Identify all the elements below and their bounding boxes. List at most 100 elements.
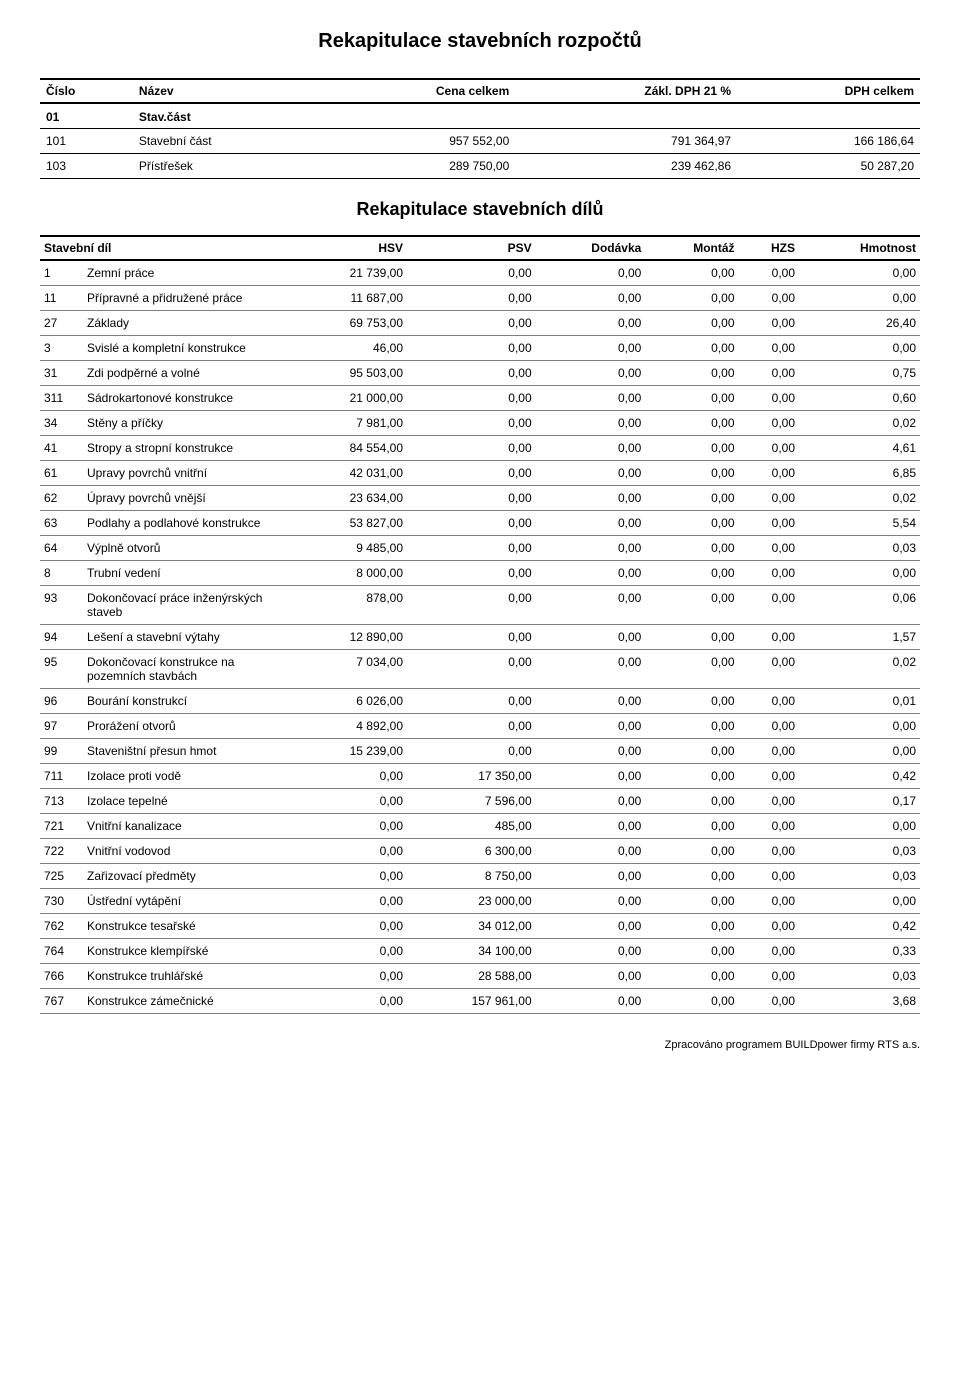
table-row: 1Zemní práce21 739,000,000,000,000,000,0… (40, 260, 920, 286)
cell-value: 0,00 (407, 586, 536, 625)
cell-value: 15 239,00 (291, 739, 407, 764)
col-montaz: Montáž (645, 236, 738, 260)
cell-value: 0,00 (739, 386, 799, 411)
cell-name: Izolace tepelné (83, 789, 291, 814)
cell-code: 762 (40, 914, 83, 939)
cell-value: 0,00 (291, 889, 407, 914)
cell-value: 21 739,00 (291, 260, 407, 286)
cell-code: 61 (40, 461, 83, 486)
cell-value: 0,00 (536, 586, 646, 625)
cell-value: 0,00 (739, 561, 799, 586)
cell-value: 0,00 (536, 839, 646, 864)
table-row: 764Konstrukce klempířské0,0034 100,000,0… (40, 939, 920, 964)
table-row: 730Ústřední vytápění0,0023 000,000,000,0… (40, 889, 920, 914)
group-cislo: 01 (40, 103, 133, 129)
cell-value: 0,00 (739, 361, 799, 386)
cell-value: 0,00 (407, 461, 536, 486)
cell-name: Izolace proti vodě (83, 764, 291, 789)
table-row: 8Trubní vedení8 000,000,000,000,000,000,… (40, 561, 920, 586)
col-hmotnost: Hmotnost (799, 236, 920, 260)
table-row: 95Dokončovací konstrukce na pozemních st… (40, 650, 920, 689)
cell-value: 12 890,00 (291, 625, 407, 650)
cell-value: 69 753,00 (291, 311, 407, 336)
table-row: 713Izolace tepelné0,007 596,000,000,000,… (40, 789, 920, 814)
cell-value: 0,00 (536, 536, 646, 561)
cell-value: 23 000,00 (407, 889, 536, 914)
table-row: 3Svislé a kompletní konstrukce46,000,000… (40, 336, 920, 361)
cell-name: Konstrukce tesařské (83, 914, 291, 939)
cell-value: 0,00 (291, 764, 407, 789)
cell-value: 0,00 (536, 689, 646, 714)
cell-name: Staveništní přesun hmot (83, 739, 291, 764)
budget-summary-table: Číslo Název Cena celkem Zákl. DPH 21 % D… (40, 78, 920, 179)
cell-name: Dokončovací práce inženýrských staveb (83, 586, 291, 625)
cell-zakl: 791 364,97 (515, 129, 737, 154)
cell-value: 0,06 (799, 586, 920, 625)
cell-value: 6 026,00 (291, 689, 407, 714)
cell-value: 0,00 (645, 361, 738, 386)
cell-value: 0,00 (536, 461, 646, 486)
cell-value: 0,03 (799, 536, 920, 561)
cell-value: 878,00 (291, 586, 407, 625)
cell-value: 157 961,00 (407, 989, 536, 1014)
cell-name: Zdi podpěrné a volné (83, 361, 291, 386)
cell-name: Sádrokartonové konstrukce (83, 386, 291, 411)
cell-value: 0,00 (645, 561, 738, 586)
cell-value: 0,00 (739, 311, 799, 336)
cell-value: 0,00 (799, 336, 920, 361)
table-row: 97Prorážení otvorů4 892,000,000,000,000,… (40, 714, 920, 739)
col-nazev: Název (133, 79, 323, 103)
cell-code: 31 (40, 361, 83, 386)
table-row: 766Konstrukce truhlářské0,0028 588,000,0… (40, 964, 920, 989)
cell-value: 0,00 (291, 839, 407, 864)
cell-value: 0,00 (739, 486, 799, 511)
table-row: 64Výplně otvorů9 485,000,000,000,000,000… (40, 536, 920, 561)
cell-value: 0,00 (536, 989, 646, 1014)
cell-name: Upravy povrchů vnitřní (83, 461, 291, 486)
cell-dph: 166 186,64 (737, 129, 920, 154)
cell-value: 0,00 (291, 789, 407, 814)
cell-name: Lešení a stavební výtahy (83, 625, 291, 650)
col-dph: DPH celkem (737, 79, 920, 103)
col-cislo: Číslo (40, 79, 133, 103)
cell-value: 0,00 (407, 650, 536, 689)
cell-value: 0,00 (739, 739, 799, 764)
cell-value: 0,01 (799, 689, 920, 714)
cell-value: 0,00 (799, 561, 920, 586)
table-row: 722Vnitřní vodovod0,006 300,000,000,000,… (40, 839, 920, 864)
table-row: 11Přípravné a přidružené práce11 687,000… (40, 286, 920, 311)
page-title-2: Rekapitulace stavebních dílů (40, 199, 920, 220)
cell-value: 0,00 (536, 764, 646, 789)
cell-value: 0,00 (291, 814, 407, 839)
cell-value: 0,00 (739, 864, 799, 889)
cell-name: Konstrukce klempířské (83, 939, 291, 964)
cell-value: 0,00 (291, 964, 407, 989)
cell-code: 95 (40, 650, 83, 689)
cell-value: 46,00 (291, 336, 407, 361)
col-stavebnidil: Stavební díl (40, 236, 291, 260)
table-row: 767Konstrukce zámečnické0,00157 961,000,… (40, 989, 920, 1014)
cell-value: 0,00 (536, 411, 646, 436)
cell-value: 0,00 (536, 964, 646, 989)
cell-value: 0,00 (739, 586, 799, 625)
cell-value: 0,00 (291, 989, 407, 1014)
cell-value: 6,85 (799, 461, 920, 486)
cell-code: 41 (40, 436, 83, 461)
cell-value: 0,00 (645, 486, 738, 511)
cell-value: 0,00 (407, 436, 536, 461)
cell-value: 9 485,00 (291, 536, 407, 561)
col-celkem: Cena celkem (323, 79, 515, 103)
cell-value: 34 100,00 (407, 939, 536, 964)
parts-table: Stavební díl HSV PSV Dodávka Montáž HZS … (40, 235, 920, 1014)
cell-value: 0,00 (799, 286, 920, 311)
cell-name: Prorážení otvorů (83, 714, 291, 739)
cell-name: Dokončovací konstrukce na pozemních stav… (83, 650, 291, 689)
cell-code: 27 (40, 311, 83, 336)
cell-name: Vnitřní vodovod (83, 839, 291, 864)
cell-name: Zařizovací předměty (83, 864, 291, 889)
col-psv: PSV (407, 236, 536, 260)
cell-value: 0,03 (799, 964, 920, 989)
cell-value: 26,40 (799, 311, 920, 336)
table-row: 103Přístřešek289 750,00239 462,8650 287,… (40, 154, 920, 179)
cell-value: 0,00 (291, 864, 407, 889)
